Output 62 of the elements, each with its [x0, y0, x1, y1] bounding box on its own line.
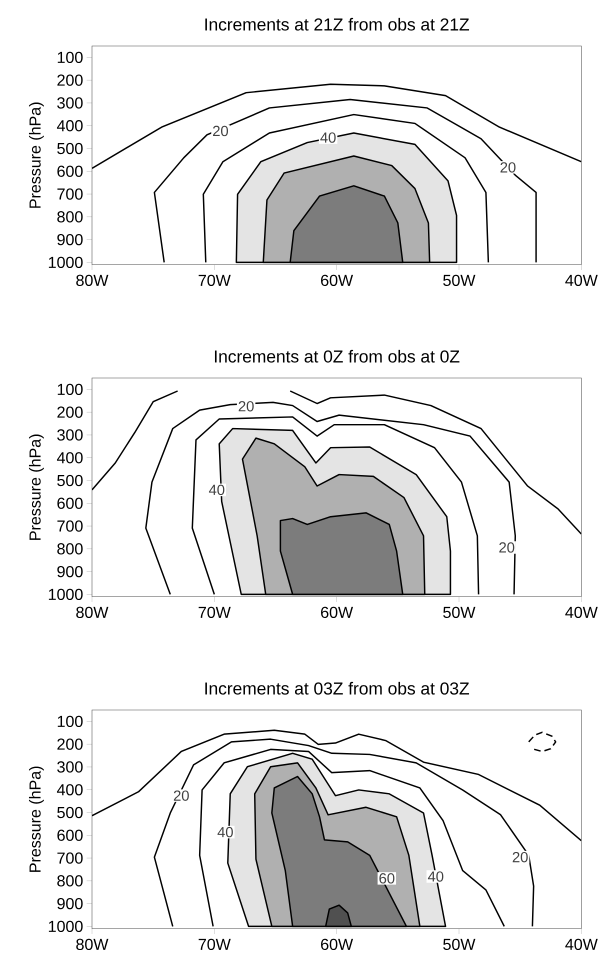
y-tick-label: 100: [58, 52, 83, 64]
y-tick-label: 1000: [48, 920, 83, 932]
annotation: 60: [379, 873, 394, 884]
x-tick-label: 80W: [76, 938, 108, 950]
x-tick-label: 60W: [321, 606, 354, 618]
annotation: 40: [218, 826, 233, 838]
y-tick-label: 300: [57, 429, 83, 441]
x-tick-label: 60W: [321, 938, 354, 950]
x-tick-label: 40W: [565, 274, 598, 286]
x-tick-label: 60W: [321, 274, 354, 286]
y-tick-label: 400: [56, 452, 83, 464]
y-tick-label: 500: [57, 474, 83, 486]
y-tick-label: 700: [57, 520, 83, 532]
y-tick-label: 600: [57, 498, 83, 509]
y-tick-label: 800: [57, 211, 83, 222]
y-tick-label: 400: [56, 120, 83, 132]
x-tick-label: 80W: [76, 274, 108, 286]
annotation: 20: [174, 790, 189, 801]
x-tick-label: 70W: [198, 274, 231, 286]
y-tick-label: 1000: [48, 256, 83, 268]
y-axis-title: Pressure (hPa): [28, 434, 44, 540]
y-tick-label: 200: [57, 74, 83, 86]
annotation: 40: [428, 871, 444, 882]
y-tick-label: 500: [57, 806, 83, 818]
y-tick-label: 100: [58, 384, 83, 396]
y-tick-label: 900: [57, 234, 83, 246]
x-tick-label: 70W: [198, 938, 231, 950]
y-tick-label: 900: [57, 566, 83, 578]
annotation: 20: [213, 126, 228, 136]
y-axis-title: Pressure (hPa): [28, 766, 44, 872]
chart-title: Increments at 0Z from obs at 0Z: [214, 350, 460, 363]
x-tick-label: 50W: [443, 938, 476, 950]
chart-title: Increments at 21Z from obs at 21Z: [205, 18, 470, 31]
chart-title: Increments at 03Z from obs at 03Z: [205, 682, 470, 695]
y-tick-label: 300: [57, 97, 83, 109]
y-axis-title: Pressure (hPa): [28, 102, 44, 208]
x-tick-label: 50W: [443, 606, 476, 618]
y-tick-label: 700: [57, 188, 83, 200]
y-tick-label: 200: [57, 738, 83, 750]
x-tick-label: 50W: [443, 274, 476, 286]
y-tick-label: 600: [57, 166, 83, 177]
annotation: 40: [208, 484, 224, 496]
y-tick-label: 900: [57, 898, 83, 910]
annotation: 20: [499, 542, 514, 553]
y-tick-label: 100: [58, 716, 83, 728]
x-tick-label: 40W: [565, 606, 598, 618]
y-tick-label: 500: [57, 142, 83, 154]
y-tick-label: 300: [57, 761, 83, 773]
y-tick-label: 800: [57, 543, 83, 554]
y-tick-label: 700: [57, 852, 83, 864]
y-tick-label: 1000: [48, 588, 83, 600]
annotation: 20: [512, 852, 528, 862]
y-tick-label: 200: [57, 406, 83, 418]
annotation: 40: [320, 132, 336, 143]
x-tick-label: 70W: [198, 606, 231, 618]
annotation: 20: [500, 162, 516, 173]
y-tick-label: 800: [57, 875, 83, 886]
y-tick-label: 600: [57, 830, 83, 841]
x-tick-label: 40W: [565, 938, 598, 950]
y-tick-label: 400: [56, 784, 83, 796]
x-tick-label: 80W: [76, 606, 108, 618]
annotation: 20: [238, 401, 254, 412]
